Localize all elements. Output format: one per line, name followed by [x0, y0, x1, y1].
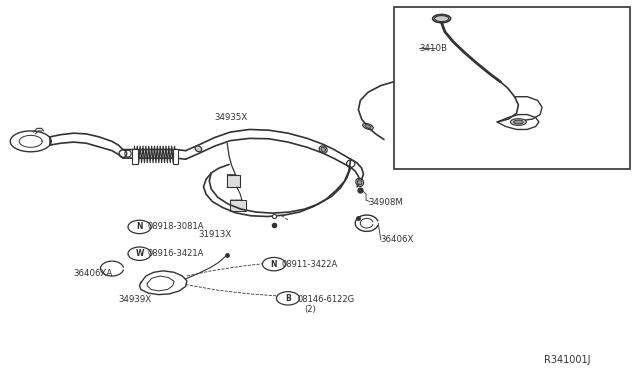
Text: W: W [135, 249, 144, 258]
Text: N: N [271, 260, 277, 269]
Text: N: N [136, 222, 143, 231]
Text: 08146-6122G: 08146-6122G [298, 295, 355, 304]
Text: (2): (2) [304, 305, 316, 314]
Text: 34935X: 34935X [214, 113, 248, 122]
Ellipse shape [357, 180, 362, 185]
Text: B: B [285, 294, 291, 303]
Circle shape [128, 220, 151, 234]
Bar [227, 175, 240, 187]
Text: 36406XA: 36406XA [74, 269, 113, 278]
Circle shape [276, 292, 300, 305]
Text: 3410B: 3410B [419, 44, 447, 53]
Ellipse shape [433, 15, 451, 23]
Text: 34939X: 34939X [118, 295, 152, 304]
Text: 31913X: 31913X [198, 230, 232, 239]
Ellipse shape [195, 146, 202, 152]
Bar [132, 149, 138, 164]
Text: 36406X: 36406X [381, 235, 414, 244]
Ellipse shape [365, 125, 371, 128]
Text: 08911-3422A: 08911-3422A [282, 260, 338, 269]
Bar [230, 200, 246, 211]
Ellipse shape [321, 147, 326, 152]
Bar [173, 149, 178, 164]
Text: 08918-3081A: 08918-3081A [147, 222, 204, 231]
Ellipse shape [514, 120, 523, 124]
Circle shape [262, 257, 285, 271]
Text: R341001J: R341001J [544, 355, 591, 365]
Ellipse shape [511, 119, 526, 125]
Ellipse shape [435, 16, 449, 22]
Circle shape [128, 247, 151, 260]
Text: 34908M: 34908M [368, 198, 403, 207]
Bar [394, 7, 630, 169]
Text: 08916-3421A: 08916-3421A [147, 249, 204, 258]
